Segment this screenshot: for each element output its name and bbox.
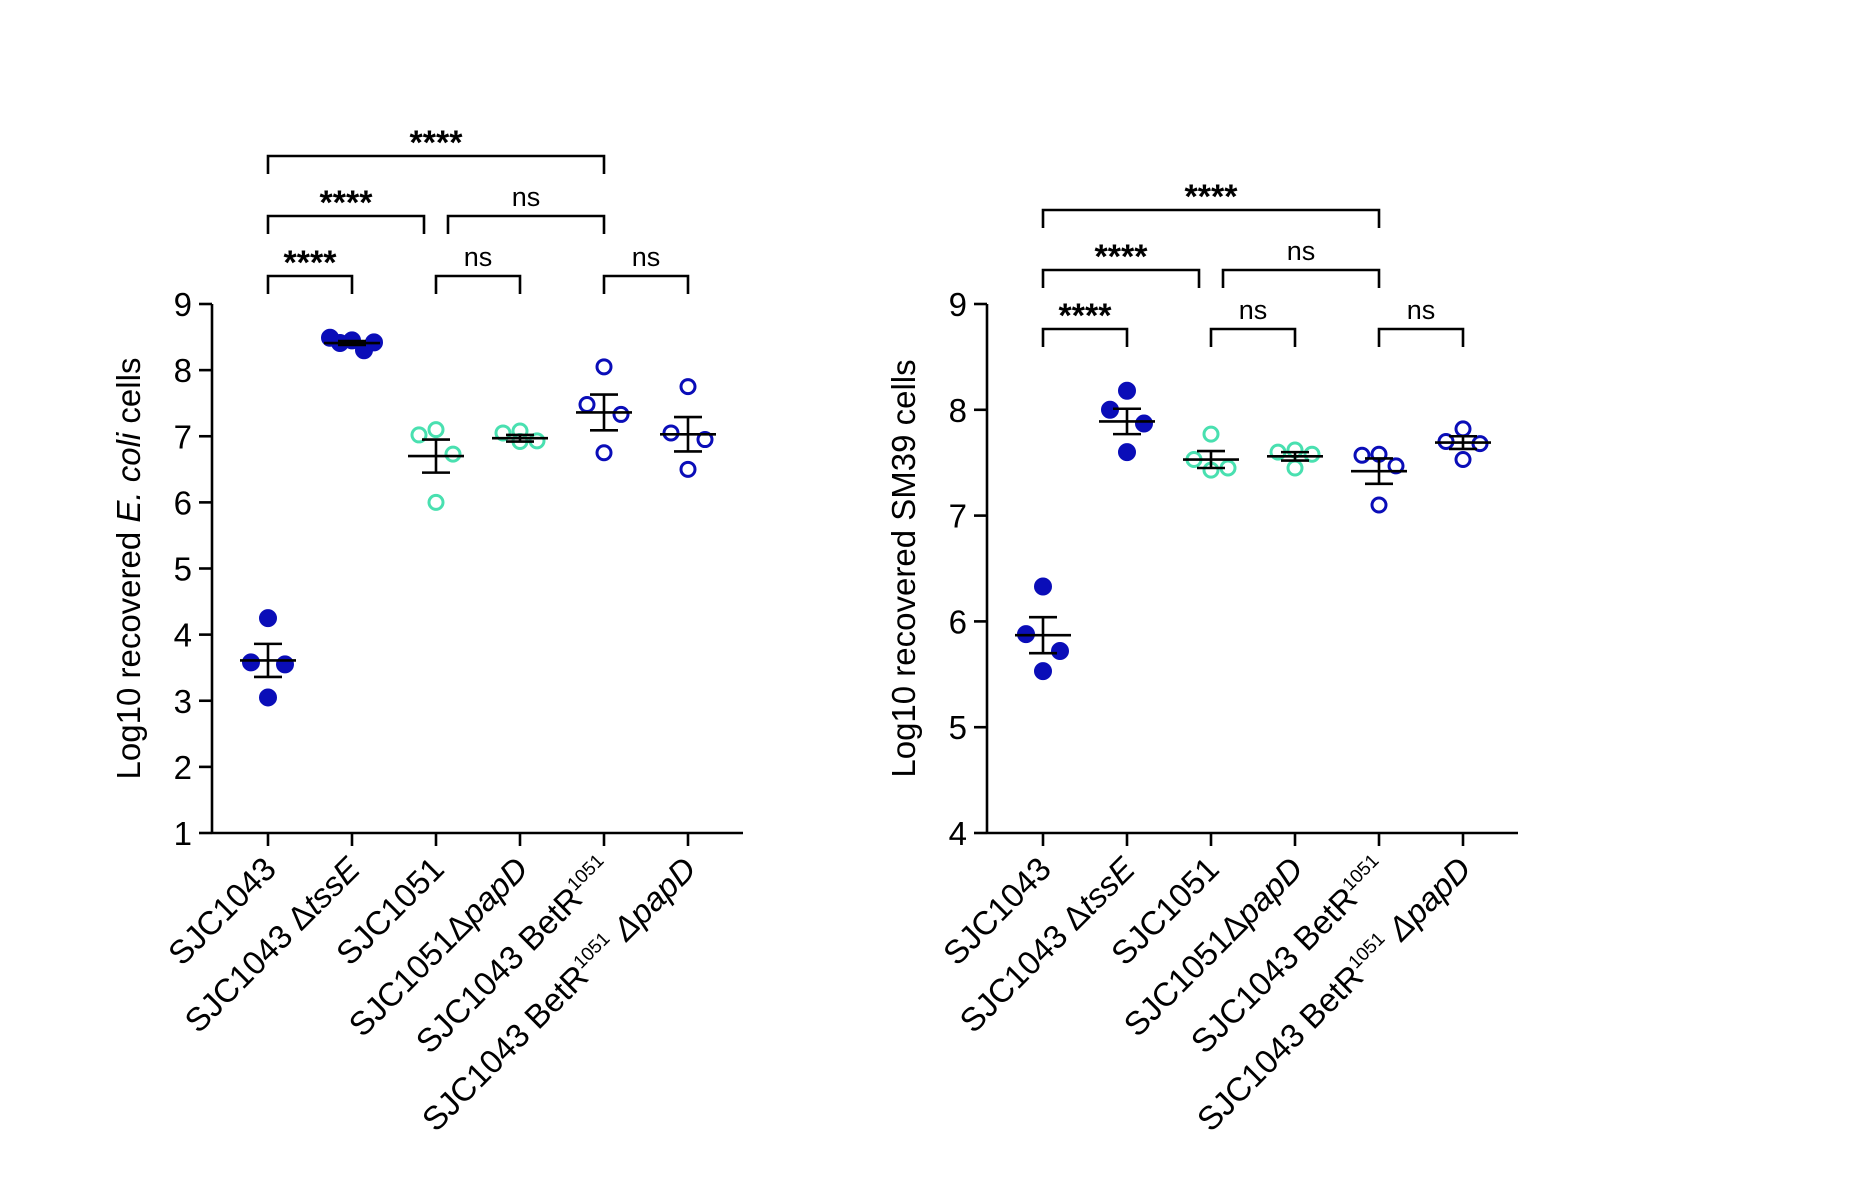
y-tick-label: 3 — [174, 683, 192, 720]
data-point — [1051, 642, 1069, 661]
significance-label: ns — [1239, 295, 1268, 325]
y-tick-label: 8 — [174, 352, 192, 389]
y-axis-label-italic: E. coli — [110, 431, 147, 523]
y-tick-label: 5 — [949, 709, 967, 746]
y-axis-label-suffix: cells — [110, 358, 147, 433]
data-point — [1454, 420, 1472, 438]
significance-bracket — [1041, 208, 1381, 228]
significance-bracket — [1209, 327, 1297, 347]
y-tick-label: 2 — [174, 749, 192, 786]
data-point — [612, 405, 630, 423]
data-point — [1286, 459, 1304, 477]
significance-label: **** — [410, 124, 464, 162]
data-point — [1034, 577, 1052, 596]
significance-label: ns — [512, 182, 541, 212]
significance-bracket — [602, 274, 690, 294]
y-tick-label: 6 — [949, 603, 967, 640]
significance-bracket — [266, 154, 606, 174]
x-tick-label-italic: ΔpapD — [1374, 850, 1478, 954]
y-tick-label: 9 — [949, 286, 967, 323]
y-axis-label-text: Log10 recovered — [110, 523, 147, 780]
y-tick-label: 5 — [174, 551, 192, 588]
y-tick-label: 9 — [174, 286, 192, 323]
data-point — [259, 688, 277, 707]
significance-label: **** — [1095, 238, 1149, 276]
data-point — [595, 444, 613, 462]
data-point — [444, 445, 462, 463]
significance-bracket — [1221, 268, 1381, 288]
data-point — [259, 609, 277, 628]
significance-bracket — [266, 274, 354, 294]
y-tick-label: 7 — [174, 418, 192, 455]
data-point — [595, 358, 613, 376]
significance-label: **** — [1185, 178, 1239, 216]
y-axis-label: Log10 recovered SM39 cells — [885, 359, 922, 777]
data-point — [1353, 446, 1371, 464]
x-tick-label-italic: ΔpapD — [599, 850, 703, 954]
y-axis-label-text: Log10 recovered SM39 cells — [885, 359, 922, 777]
data-point — [1303, 445, 1321, 463]
data-point — [1387, 457, 1405, 475]
data-point — [578, 396, 596, 414]
significance-label: ns — [1407, 295, 1436, 325]
significance-label: ns — [632, 242, 661, 272]
y-tick-label: 6 — [174, 484, 192, 521]
significance-bracket — [446, 214, 606, 234]
data-point — [1118, 443, 1136, 462]
y-axis-label: Log10 recovered E. coli cells — [110, 358, 147, 780]
significance-bracket — [1041, 268, 1201, 288]
data-point — [679, 378, 697, 396]
data-point — [1135, 414, 1153, 433]
data-point — [1034, 662, 1052, 681]
significance-label: **** — [284, 244, 338, 282]
data-point — [1118, 381, 1136, 400]
significance-label: ns — [1287, 236, 1316, 266]
data-point — [427, 493, 445, 511]
significance-bracket — [1377, 327, 1465, 347]
significance-label: ns — [464, 242, 493, 272]
data-point — [679, 460, 697, 478]
data-point — [276, 655, 294, 674]
significance-label: **** — [320, 184, 374, 222]
y-tick-label: 7 — [949, 498, 967, 535]
data-point — [427, 421, 445, 439]
significance-bracket — [266, 214, 426, 234]
y-tick-label: 4 — [949, 815, 967, 852]
data-point — [696, 431, 714, 449]
y-tick-label: 1 — [174, 815, 192, 852]
significance-bracket — [434, 274, 522, 294]
y-tick-label: 8 — [949, 392, 967, 429]
significance-bracket — [1041, 327, 1129, 347]
data-point — [1454, 451, 1472, 469]
data-point — [242, 653, 260, 672]
data-point — [662, 424, 680, 442]
data-point — [1370, 496, 1388, 514]
y-tick-label: 4 — [174, 617, 192, 654]
data-point — [1202, 425, 1220, 443]
data-point — [494, 424, 512, 442]
significance-label: **** — [1059, 297, 1113, 335]
